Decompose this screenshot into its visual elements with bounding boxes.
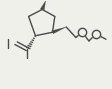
- Polygon shape: [40, 1, 45, 10]
- Polygon shape: [26, 47, 31, 49]
- Polygon shape: [34, 36, 36, 37]
- Polygon shape: [30, 41, 33, 43]
- Polygon shape: [27, 45, 31, 47]
- Polygon shape: [51, 27, 66, 34]
- Polygon shape: [32, 37, 35, 39]
- Polygon shape: [28, 43, 32, 45]
- Polygon shape: [31, 39, 34, 41]
